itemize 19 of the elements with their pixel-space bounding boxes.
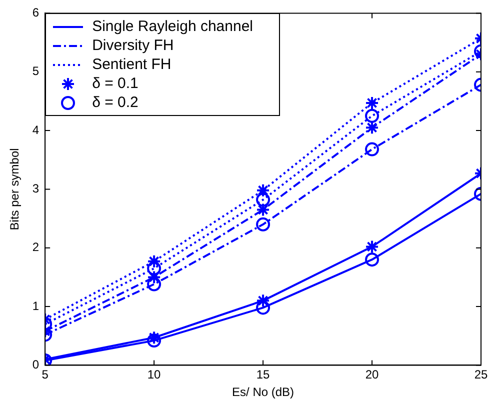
x-tick-label: 25 (474, 368, 488, 382)
x-axis-title: Es/ No (dB) (232, 385, 294, 400)
legend-label: δ = 0.2 (92, 94, 138, 112)
y-tick-label: 1 (32, 298, 40, 313)
x-tick-label: 10 (147, 368, 162, 382)
y-tick-label: 3 (32, 182, 40, 196)
legend-label: Diversity FH (92, 37, 174, 54)
y-axis-title: Bits per symbol (8, 148, 22, 230)
x-tick-label: 20 (365, 368, 380, 382)
y-tick-label: 6 (32, 6, 40, 20)
y-tick-label: 4 (32, 122, 40, 137)
legend-label: Single Rayleigh channel (92, 18, 254, 36)
legend-label: Sentient FH (92, 56, 172, 74)
legend-label: δ = 0.1 (92, 75, 138, 92)
y-tick-label: 0 (32, 358, 40, 372)
y-tick-label: 2 (32, 240, 40, 254)
x-tick-label: 15 (256, 368, 270, 382)
x-tick-label: 5 (42, 368, 49, 382)
y-tick-label: 5 (32, 64, 40, 78)
